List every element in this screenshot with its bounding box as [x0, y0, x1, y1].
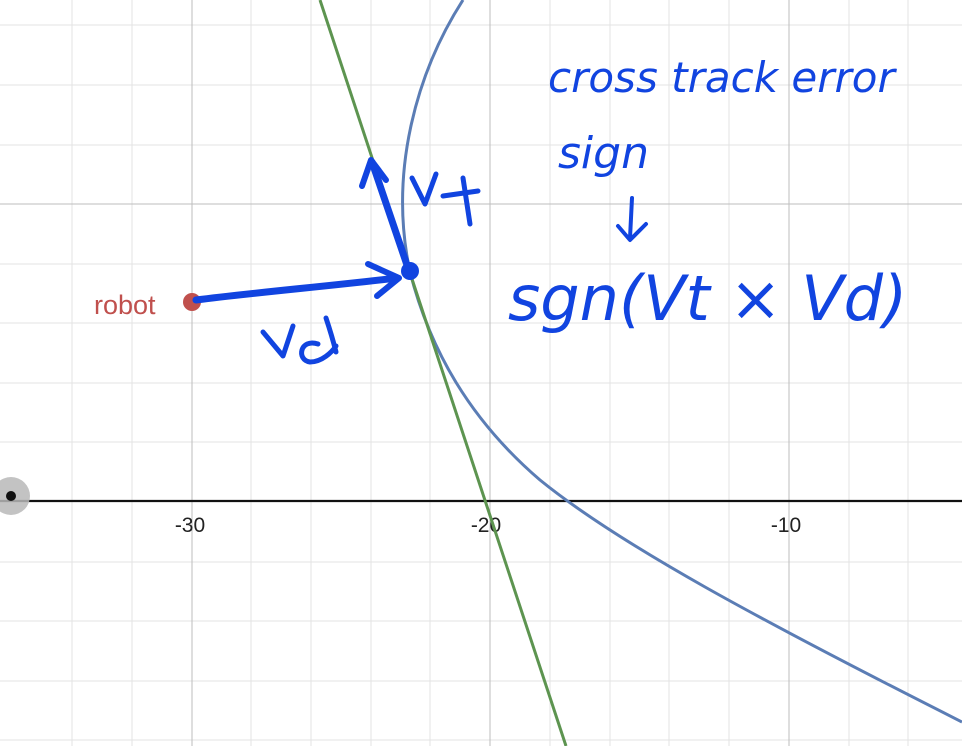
tick-label-neg10: -10: [771, 514, 801, 537]
heading-sign: sign: [558, 128, 649, 179]
down-arrow: [616, 196, 648, 242]
robot-label: robot: [94, 290, 156, 320]
path-curve: [401, 0, 962, 724]
vt-label-t: [440, 175, 481, 227]
tangent-line: [318, 0, 568, 746]
vd-arrow-head: [365, 261, 402, 299]
vt-arrow-shaft: [368, 158, 412, 272]
tick-label-neg20: -20: [471, 514, 501, 537]
minor-grid-vertical: [71, 0, 909, 746]
vd-label-v: [260, 323, 296, 359]
tick-label-neg30: -30: [175, 514, 205, 537]
minor-grid-horizontal: [0, 24, 962, 741]
vd-arrow-shaft: [192, 274, 401, 304]
formula-sgn-vt-cross-vd: sgn(Vt × Vd): [508, 262, 907, 335]
vt-arrow-head: [359, 157, 389, 189]
vd-label-d: [299, 315, 339, 365]
heading-cross-track-error: cross track error: [548, 53, 897, 102]
handwritten-annotations: cross track error sign sgn(Vt × Vd): [192, 53, 907, 365]
vd-label: Vd: [0, 0, 2, 1]
vt-label-v: [409, 171, 439, 207]
origin-drag-handle[interactable]: [0, 477, 30, 515]
